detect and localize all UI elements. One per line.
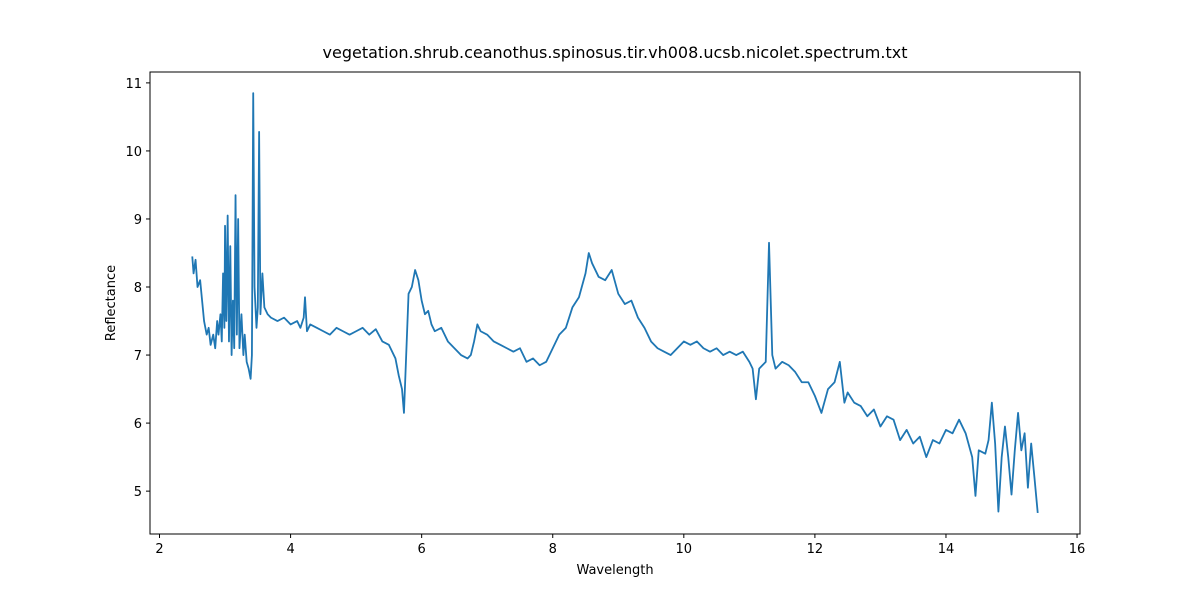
- chart-title: vegetation.shrub.ceanothus.spinosus.tir.…: [323, 43, 908, 62]
- y-tick-label: 9: [134, 213, 142, 228]
- x-tick-label: 4: [286, 542, 294, 557]
- y-tick-label: 5: [134, 485, 142, 500]
- y-tick-label: 8: [134, 281, 142, 296]
- x-tick-label: 8: [549, 542, 557, 557]
- x-tick-label: 14: [938, 542, 955, 557]
- y-tick-label: 10: [125, 145, 142, 160]
- x-axis-label: Wavelength: [576, 563, 653, 578]
- y-tick-label: 6: [134, 417, 142, 432]
- y-tick-label: 11: [125, 77, 142, 92]
- x-tick-label: 16: [1069, 542, 1086, 557]
- y-axis-label: Reflectance: [104, 265, 119, 341]
- x-tick-label: 2: [155, 542, 163, 557]
- y-tick-label: 7: [134, 349, 142, 364]
- x-tick-label: 12: [807, 542, 824, 557]
- x-tick-label: 6: [418, 542, 426, 557]
- spectrum-line: [191, 92, 1039, 513]
- x-tick-label: 10: [676, 542, 693, 557]
- plot-frame: [149, 71, 1081, 535]
